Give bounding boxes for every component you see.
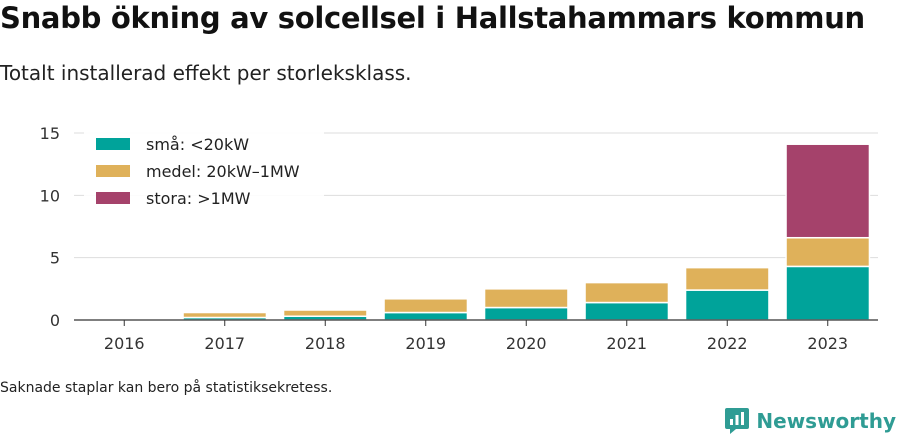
y-tick-label: 5 bbox=[50, 249, 60, 268]
bar-segment bbox=[684, 289, 770, 321]
bar-segment bbox=[483, 306, 569, 321]
bar-segment bbox=[785, 143, 871, 239]
bar-segment bbox=[785, 236, 871, 268]
brand-name: Newsworthy bbox=[756, 409, 896, 433]
bar-segment bbox=[584, 301, 670, 321]
bar-segment bbox=[383, 298, 469, 314]
legend-label: medel: 20kW–1MW bbox=[146, 162, 300, 181]
bar-segment bbox=[282, 309, 368, 318]
x-tick-label: 2017 bbox=[204, 334, 245, 353]
x-tick-label: 2020 bbox=[506, 334, 547, 353]
footnote: Saknade staplar kan bero på statistiksek… bbox=[0, 380, 333, 396]
bar-segment bbox=[785, 265, 871, 321]
x-tick-label: 2023 bbox=[807, 334, 848, 353]
bar-segment bbox=[182, 311, 268, 319]
chart-title: Snabb ökning av solcellsel i Hallstahamm… bbox=[0, 1, 865, 35]
x-tick-label: 2019 bbox=[405, 334, 446, 353]
y-tick-label: 0 bbox=[50, 311, 60, 330]
bar-segment bbox=[684, 266, 770, 291]
newsworthy-logo-icon bbox=[725, 408, 750, 434]
chart-subtitle: Totalt installerad effekt per storlekskl… bbox=[0, 61, 412, 85]
brand-logo: Newsworthy bbox=[724, 407, 896, 435]
y-tick-label: 15 bbox=[40, 124, 60, 143]
legend-swatch bbox=[96, 192, 130, 204]
x-tick-label: 2018 bbox=[305, 334, 346, 353]
x-tick-label: 2016 bbox=[104, 334, 145, 353]
y-tick-label: 10 bbox=[40, 186, 60, 205]
x-tick-label: 2021 bbox=[606, 334, 647, 353]
legend-label: stora: >1MW bbox=[146, 189, 251, 208]
legend-swatch bbox=[96, 165, 130, 177]
legend-swatch bbox=[96, 138, 130, 150]
legend-label: små: <20kW bbox=[146, 135, 249, 154]
stacked-bar-chart: 0 5 10 15 2016 2017 2018 2019 2020 2021 2022 2023 s… bbox=[40, 124, 878, 353]
x-tick-label: 2022 bbox=[707, 334, 748, 353]
bar-segment bbox=[383, 311, 469, 321]
bar-segment bbox=[584, 281, 670, 304]
bar-segment bbox=[483, 288, 569, 309]
